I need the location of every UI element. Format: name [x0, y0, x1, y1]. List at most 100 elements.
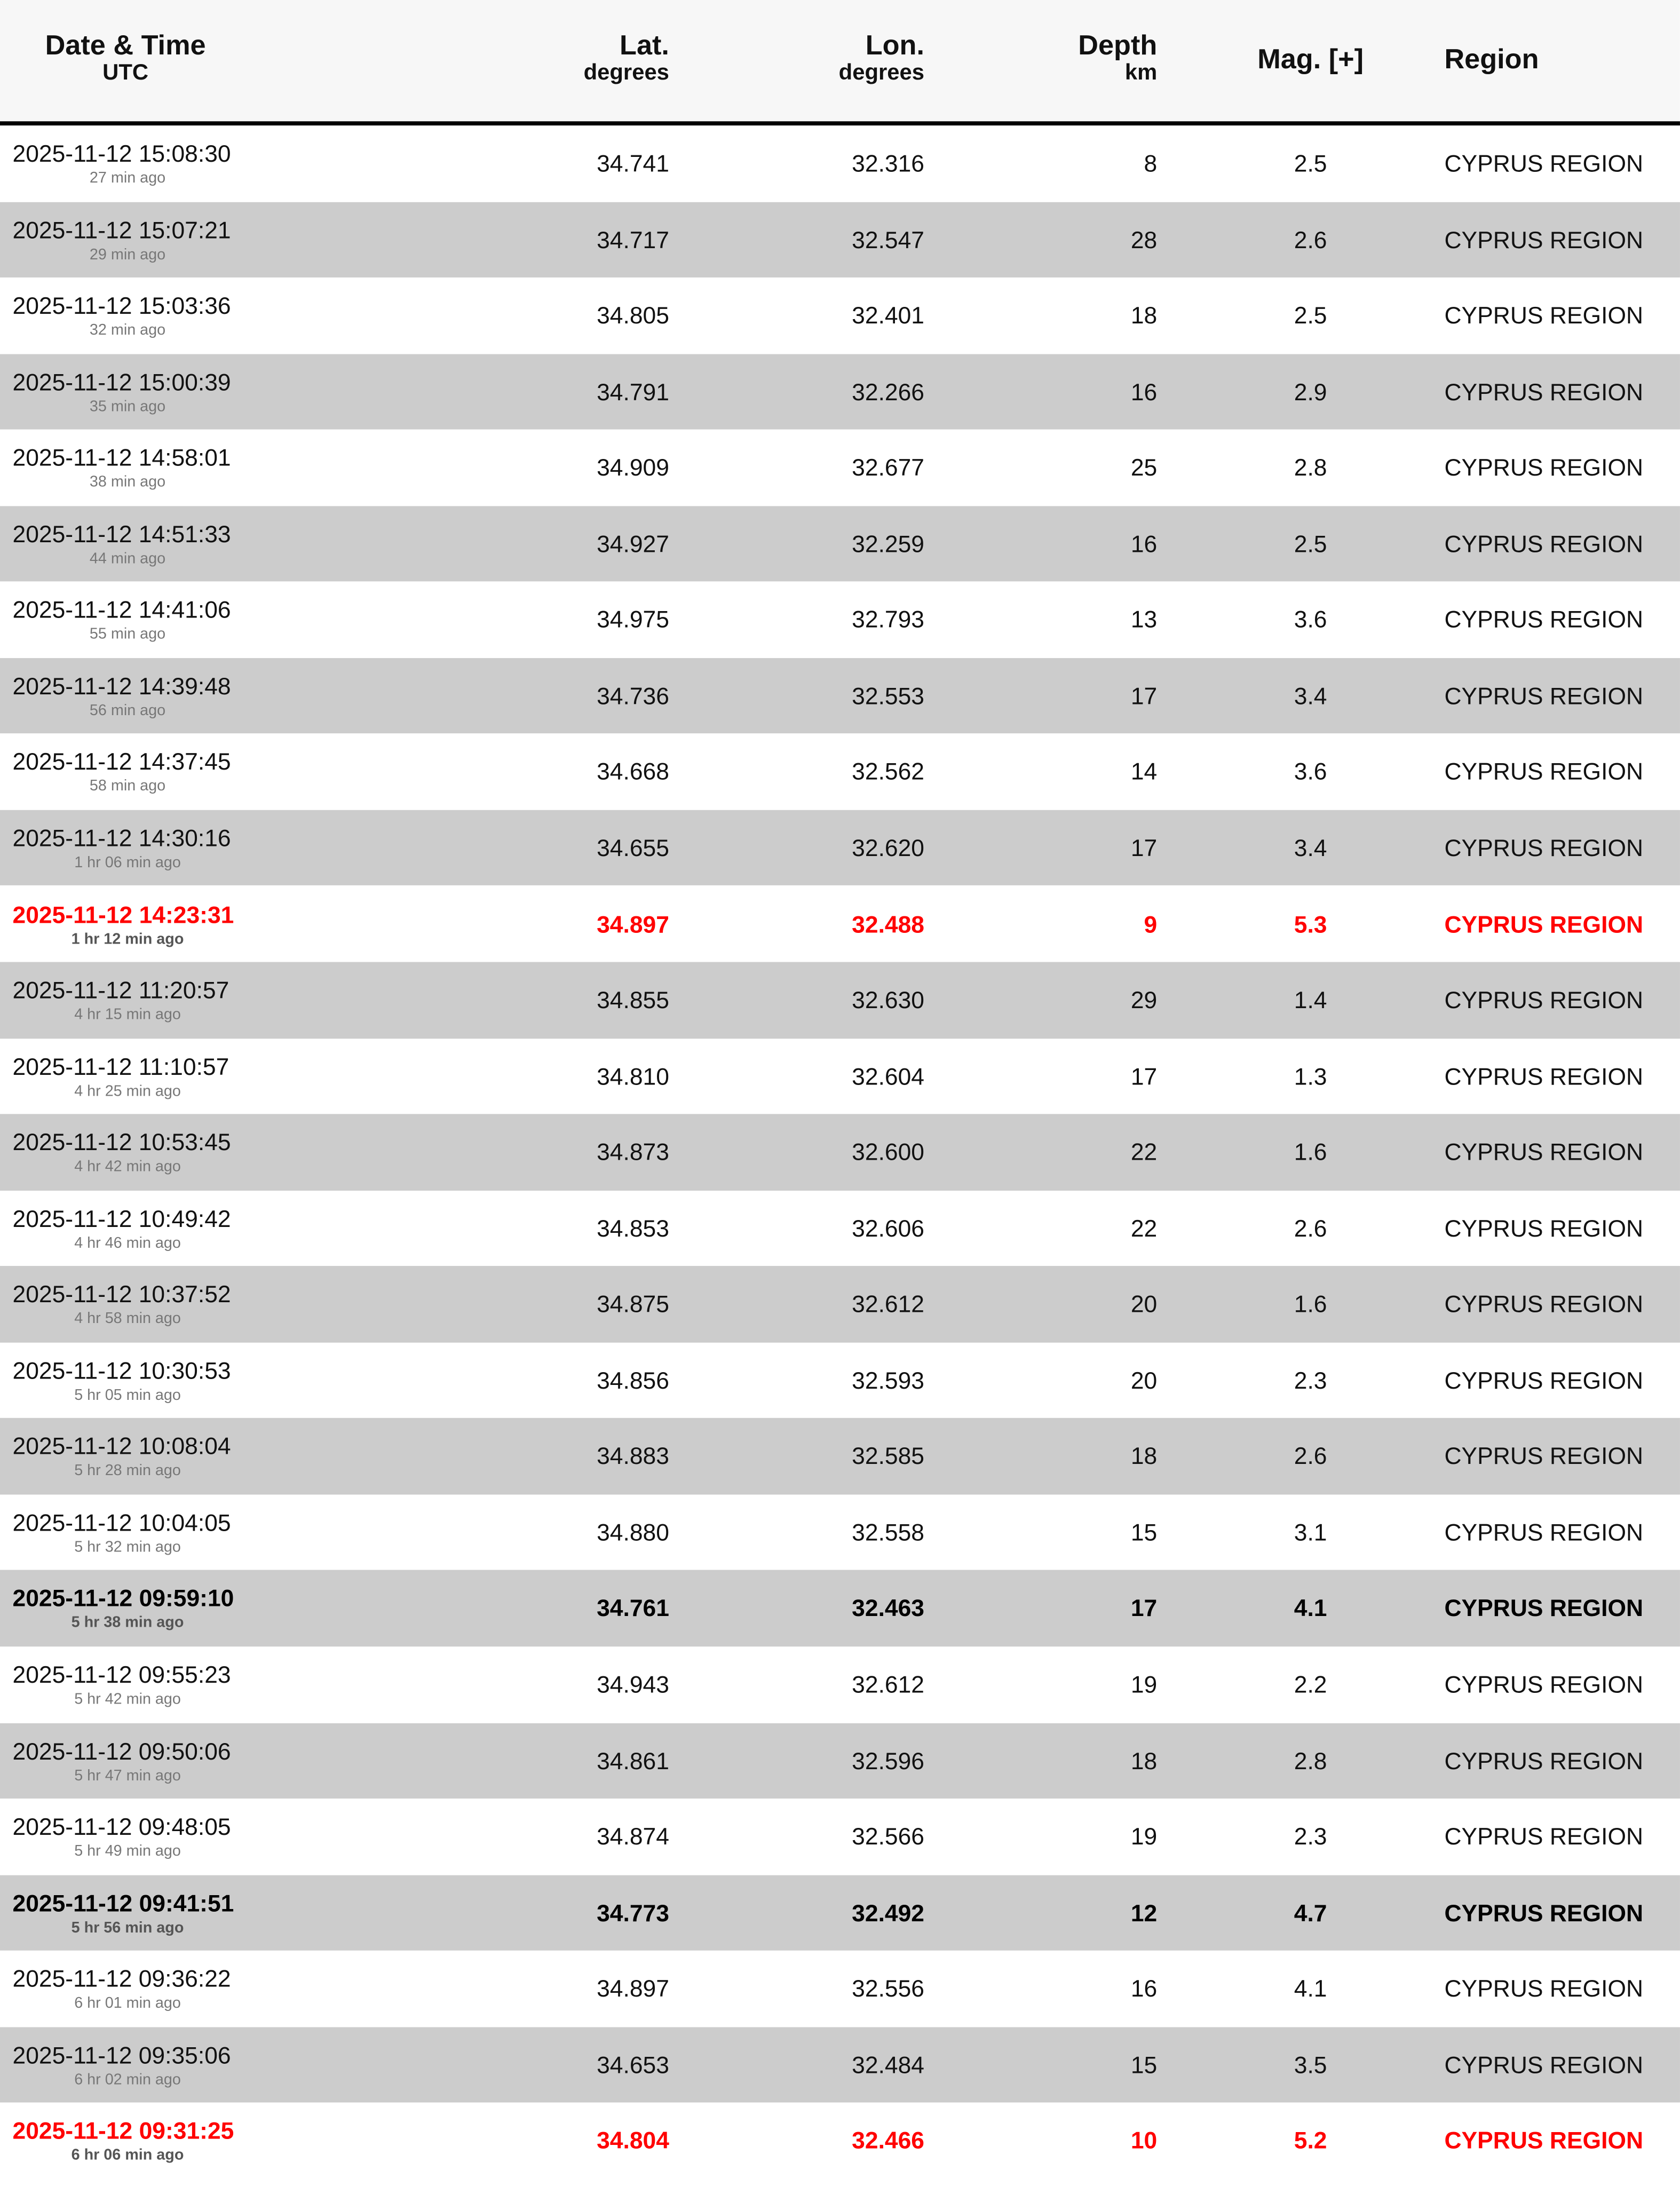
table-row[interactable]: 2025-11-12 10:30:53 5 hr 05 min ago 34.856…	[0, 1342, 1680, 1418]
region-cell[interactable]: CYPRUS REGION	[1444, 1899, 1644, 1927]
latitude-cell: 34.668	[597, 759, 669, 786]
region-cell[interactable]: CYPRUS REGION	[1444, 455, 1644, 481]
col-lat-header[interactable]: Lat. degrees	[584, 30, 669, 86]
table-row[interactable]: 2025-11-12 10:49:42 4 hr 46 min ago 34.853…	[0, 1190, 1680, 1266]
event-time[interactable]: 2025-11-12 14:23:31	[12, 901, 234, 928]
region-cell[interactable]: CYPRUS REGION	[1444, 303, 1644, 329]
event-time[interactable]: 2025-11-12 09:55:23	[12, 1661, 231, 1689]
latitude-cell: 34.773	[597, 1899, 669, 1927]
event-time[interactable]: 2025-11-12 09:59:10	[12, 1586, 234, 1613]
event-time[interactable]: 2025-11-12 09:41:51	[12, 1890, 234, 1917]
table-row[interactable]: 2025-11-12 09:48:05 5 hr 49 min ago 34.874…	[0, 1799, 1680, 1874]
event-time[interactable]: 2025-11-12 15:03:36	[12, 292, 231, 320]
region-cell[interactable]: CYPRUS REGION	[1444, 1443, 1644, 1470]
col-depth-header[interactable]: Depth km	[1078, 30, 1157, 86]
region-cell[interactable]: CYPRUS REGION	[1444, 1595, 1644, 1622]
region-cell[interactable]: CYPRUS REGION	[1444, 1139, 1644, 1166]
time-ago: 4 hr 46 min ago	[74, 1234, 181, 1252]
table-row[interactable]: 2025-11-12 15:07:21 29 min ago 34.717 32.54…	[0, 201, 1680, 278]
region-cell[interactable]: CYPRUS REGION	[1444, 1291, 1644, 1318]
table-row[interactable]: 2025-11-12 15:08:30 27 min ago 34.741 32.31…	[0, 125, 1680, 201]
event-time[interactable]: 2025-11-12 09:31:25	[12, 2118, 234, 2145]
region-cell[interactable]: CYPRUS REGION	[1444, 607, 1644, 633]
table-row[interactable]: 2025-11-12 10:53:45 4 hr 42 min ago 34.873…	[0, 1114, 1680, 1191]
event-time[interactable]: 2025-11-12 09:35:06	[12, 2042, 231, 2069]
region-cell[interactable]: CYPRUS REGION	[1444, 1672, 1644, 1698]
event-time[interactable]: 2025-11-12 15:00:39	[12, 369, 231, 395]
table-row[interactable]: 2025-11-12 14:41:06 55 min ago 34.975 32.79…	[0, 582, 1680, 658]
table-row[interactable]: 2025-11-12 09:50:06 5 hr 47 min ago 34.861…	[0, 1722, 1680, 1799]
region-cell[interactable]: CYPRUS REGION	[1444, 1519, 1644, 1546]
region-cell[interactable]: CYPRUS REGION	[1444, 1215, 1644, 1242]
col-region-header[interactable]: Region	[1444, 44, 1539, 76]
table-row[interactable]: 2025-11-12 14:23:31 1 hr 12 min ago 34.897…	[0, 886, 1680, 962]
time-ago: 29 min ago	[89, 246, 166, 263]
event-time[interactable]: 2025-11-12 14:37:45	[12, 749, 231, 776]
event-time[interactable]: 2025-11-12 10:08:04	[12, 1433, 231, 1461]
region-cell[interactable]: CYPRUS REGION	[1444, 911, 1644, 938]
latitude-cell: 34.975	[597, 607, 669, 633]
col-mag-header[interactable]: Mag. [+]	[1257, 44, 1364, 76]
region-cell[interactable]: CYPRUS REGION	[1444, 683, 1644, 710]
table-row[interactable]: 2025-11-12 14:30:16 1 hr 06 min ago 34.655…	[0, 810, 1680, 886]
table-row[interactable]: 2025-11-12 09:41:51 5 hr 56 min ago 34.773…	[0, 1874, 1680, 1951]
region-cell[interactable]: CYPRUS REGION	[1444, 1747, 1644, 1775]
region-cell[interactable]: CYPRUS REGION	[1444, 835, 1644, 862]
table-row[interactable]: 2025-11-12 09:55:23 5 hr 42 min ago 34.943…	[0, 1646, 1680, 1722]
table-row[interactable]: 2025-11-12 11:20:57 4 hr 15 min ago 34.855…	[0, 962, 1680, 1039]
event-time[interactable]: 2025-11-12 10:49:42	[12, 1205, 231, 1232]
region-cell[interactable]: CYPRUS REGION	[1444, 1824, 1644, 1850]
event-time[interactable]: 2025-11-12 14:39:48	[12, 673, 231, 700]
col-datetime-header[interactable]: Date & Time UTC	[45, 30, 207, 86]
magnitude-cell: 3.1	[1294, 1519, 1327, 1546]
table-row[interactable]: 2025-11-12 09:31:25 6 hr 06 min ago 34.804…	[0, 2103, 1680, 2179]
table-row[interactable]: 2025-11-12 09:36:22 6 hr 01 min ago 34.897…	[0, 1951, 1680, 2026]
datetime-cell: 2025-11-12 09:35:06 6 hr 02 min ago	[13, 2042, 250, 2090]
event-time[interactable]: 2025-11-12 11:10:57	[12, 1053, 229, 1080]
region-cell[interactable]: CYPRUS REGION	[1444, 2052, 1644, 2079]
col-lon-header[interactable]: Lon. degrees	[839, 30, 924, 86]
region-cell[interactable]: CYPRUS REGION	[1444, 530, 1644, 558]
event-time[interactable]: 2025-11-12 09:50:06	[12, 1738, 231, 1765]
table-row[interactable]: 2025-11-12 14:58:01 38 min ago 34.909 32.67…	[0, 430, 1680, 505]
depth-cell: 13	[1130, 607, 1158, 633]
region-cell[interactable]: CYPRUS REGION	[1444, 1367, 1644, 1394]
event-time[interactable]: 2025-11-12 10:30:53	[12, 1357, 231, 1384]
event-time[interactable]: 2025-11-12 14:51:33	[12, 521, 231, 548]
depth-cell: 28	[1130, 226, 1158, 254]
event-time[interactable]: 2025-11-12 10:04:05	[12, 1509, 231, 1536]
region-cell[interactable]: CYPRUS REGION	[1444, 2128, 1644, 2155]
table-row[interactable]: 2025-11-12 11:10:57 4 hr 25 min ago 34.810…	[0, 1038, 1680, 1114]
region-cell[interactable]: CYPRUS REGION	[1444, 987, 1644, 1014]
event-time[interactable]: 2025-11-12 14:41:06	[12, 597, 231, 624]
event-time[interactable]: 2025-11-12 15:07:21	[12, 217, 231, 243]
table-row[interactable]: 2025-11-12 15:00:39 35 min ago 34.791 32.26…	[0, 353, 1680, 430]
region-cell[interactable]: CYPRUS REGION	[1444, 759, 1644, 786]
datetime-cell: 2025-11-12 10:53:45 4 hr 42 min ago	[13, 1129, 250, 1177]
event-time[interactable]: 2025-11-12 14:58:01	[12, 445, 231, 472]
region-cell[interactable]: CYPRUS REGION	[1444, 1063, 1644, 1090]
region-cell[interactable]: CYPRUS REGION	[1444, 151, 1644, 177]
event-time[interactable]: 2025-11-12 09:48:05	[12, 1813, 231, 1841]
table-row[interactable]: 2025-11-12 10:08:04 5 hr 28 min ago 34.883…	[0, 1418, 1680, 1495]
table-row[interactable]: 2025-11-12 14:51:33 44 min ago 34.927 32.25…	[0, 505, 1680, 582]
event-time[interactable]: 2025-11-12 10:37:52	[12, 1281, 231, 1309]
depth-cell: 18	[1130, 303, 1158, 329]
event-time[interactable]: 2025-11-12 14:30:16	[12, 825, 231, 852]
table-row[interactable]: 2025-11-12 10:04:05 5 hr 32 min ago 34.880…	[0, 1494, 1680, 1570]
table-row[interactable]: 2025-11-12 14:37:45 58 min ago 34.668 32.56…	[0, 734, 1680, 810]
region-cell[interactable]: CYPRUS REGION	[1444, 1976, 1644, 2002]
table-row[interactable]: 2025-11-12 10:37:52 4 hr 58 min ago 34.875…	[0, 1266, 1680, 1343]
table-row[interactable]: 2025-11-12 15:03:36 32 min ago 34.805 32.40…	[0, 278, 1680, 353]
event-time[interactable]: 2025-11-12 11:20:57	[12, 977, 229, 1004]
region-cell[interactable]: CYPRUS REGION	[1444, 226, 1644, 254]
event-time[interactable]: 2025-11-12 15:08:30	[12, 140, 231, 168]
region-cell[interactable]: CYPRUS REGION	[1444, 378, 1644, 406]
table-row[interactable]: 2025-11-12 09:35:06 6 hr 02 min ago 34.653…	[0, 2026, 1680, 2103]
table-row[interactable]: 2025-11-12 09:59:10 5 hr 38 min ago 34.761…	[0, 1570, 1680, 1647]
event-time[interactable]: 2025-11-12 09:36:22	[12, 1966, 231, 1993]
longitude-cell: 32.620	[852, 835, 925, 862]
table-row[interactable]: 2025-11-12 14:39:48 56 min ago 34.736 32.55…	[0, 658, 1680, 734]
event-time[interactable]: 2025-11-12 10:53:45	[12, 1129, 231, 1157]
latitude-cell: 34.853	[597, 1215, 669, 1242]
